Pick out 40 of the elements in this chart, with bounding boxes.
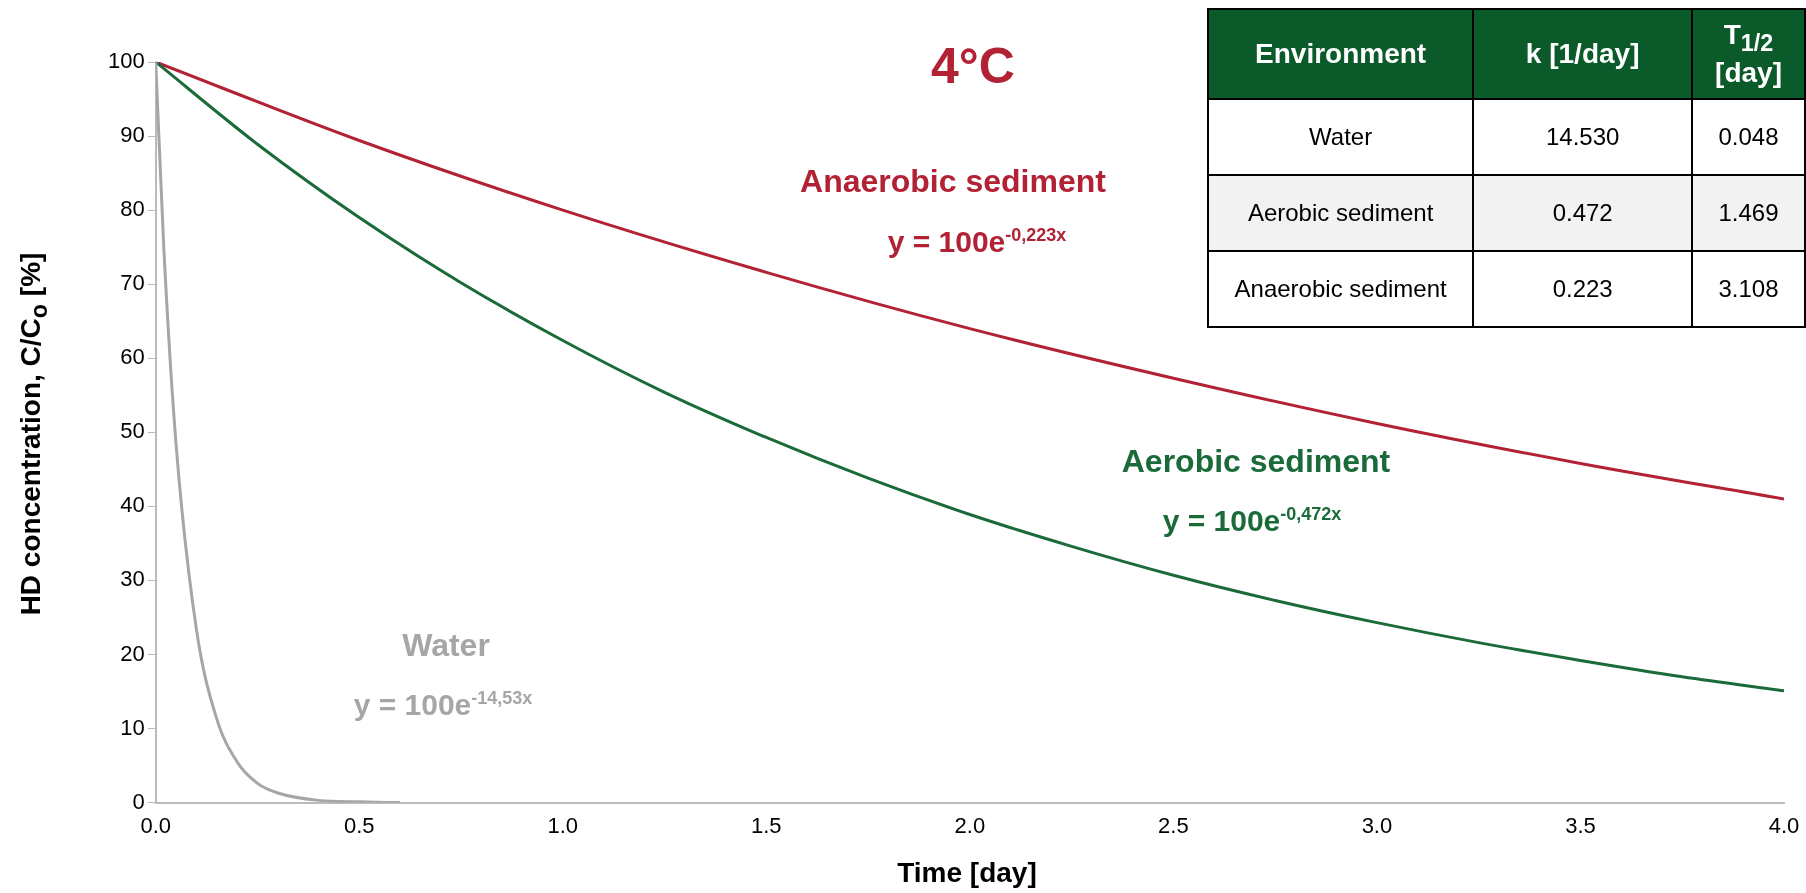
x-tick-label: 2.0 xyxy=(954,812,986,838)
x-tick-label: 0.5 xyxy=(343,812,375,838)
x-tick-label: 1.5 xyxy=(751,812,782,838)
annotation: k [1/day] xyxy=(1473,9,1693,99)
annotation: y = 100e$^{-0,223x}$ xyxy=(887,225,1067,259)
y-tick-label: 0 xyxy=(132,788,145,814)
y-tick-label: 10 xyxy=(120,714,145,740)
annotation: 14.530 xyxy=(1473,99,1693,175)
x-tick-label: 2.5 xyxy=(1158,812,1189,838)
text: Aerobic sediment xyxy=(1121,442,1391,480)
y-tick-label: 90 xyxy=(120,122,145,148)
annotation: 0.048 xyxy=(1692,99,1805,175)
y-tick-label: 50 xyxy=(120,418,145,444)
annotation: T$_{1/2}$ [day] xyxy=(1692,9,1805,99)
annotation: Aerobic sediment xyxy=(1208,175,1474,251)
text: Water xyxy=(402,626,490,664)
annotation: 0.223 xyxy=(1473,251,1693,327)
y-tick-label: 70 xyxy=(120,270,145,296)
x-tick-label: 3.5 xyxy=(1565,812,1596,838)
chart-title: 4°C xyxy=(931,37,1015,95)
annotation: y = 100e$^{-0,472x}$ xyxy=(1162,504,1342,538)
x-axis-title: Time [day] xyxy=(897,857,1037,889)
annotation: Environment xyxy=(1208,9,1474,99)
y-tick-label: 30 xyxy=(120,566,145,592)
annotation: 1.469 xyxy=(1692,175,1805,251)
text: Anaerobic sediment xyxy=(800,162,1106,200)
y-tick-label: 40 xyxy=(120,492,145,518)
annotation: Water xyxy=(1208,99,1474,175)
annotation: Anaerobic sediment xyxy=(1208,251,1474,327)
x-tick-label: 4.0 xyxy=(1768,812,1800,838)
x-tick-label: 0.0 xyxy=(140,812,171,838)
y-tick-label: 100 xyxy=(107,48,145,74)
annotation: 0.472 xyxy=(1473,175,1693,251)
y-tick-label: 20 xyxy=(120,640,145,666)
x-tick-label: 1.0 xyxy=(547,812,579,838)
annotation: 3.108 xyxy=(1692,251,1805,327)
y-tick-label: 80 xyxy=(120,196,145,222)
x-tick-label: 3.0 xyxy=(1361,812,1393,838)
annotation: y = 100e$^{-14,53x}$ xyxy=(353,688,533,722)
y-tick-label: 60 xyxy=(120,344,145,370)
